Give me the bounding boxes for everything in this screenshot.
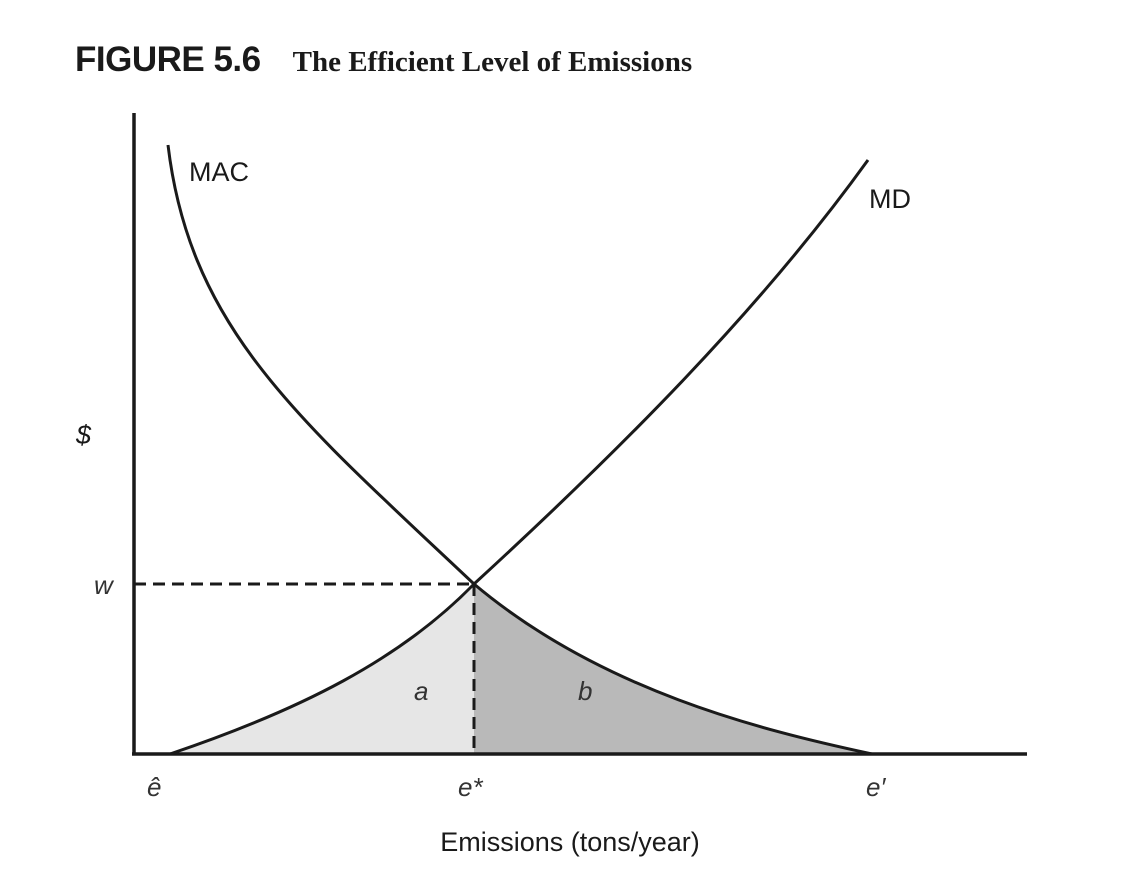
y-tick-w: w bbox=[94, 570, 115, 600]
area-label-a: a bbox=[414, 676, 428, 706]
figure-number: FIGURE 5.6 bbox=[75, 40, 261, 79]
figure-header: FIGURE 5.6 The Efficient Level of Emissio… bbox=[75, 40, 692, 80]
x-axis-title: Emissions (tons/year) bbox=[440, 827, 700, 857]
area-b bbox=[474, 584, 872, 754]
figure-title: The Efficient Level of Emissions bbox=[292, 46, 693, 78]
area-label-b: b bbox=[578, 676, 592, 706]
x-tick-e-star: e* bbox=[458, 772, 483, 802]
md-curve bbox=[169, 159, 870, 756]
area-a bbox=[170, 584, 474, 754]
series-label-mac: MAC bbox=[189, 157, 249, 187]
x-tick-e-hat: ê bbox=[147, 772, 161, 802]
y-axis-title: $ bbox=[75, 420, 92, 450]
x-tick-e-prime: e′ bbox=[866, 772, 886, 802]
series-label-md: MD bbox=[869, 184, 911, 214]
